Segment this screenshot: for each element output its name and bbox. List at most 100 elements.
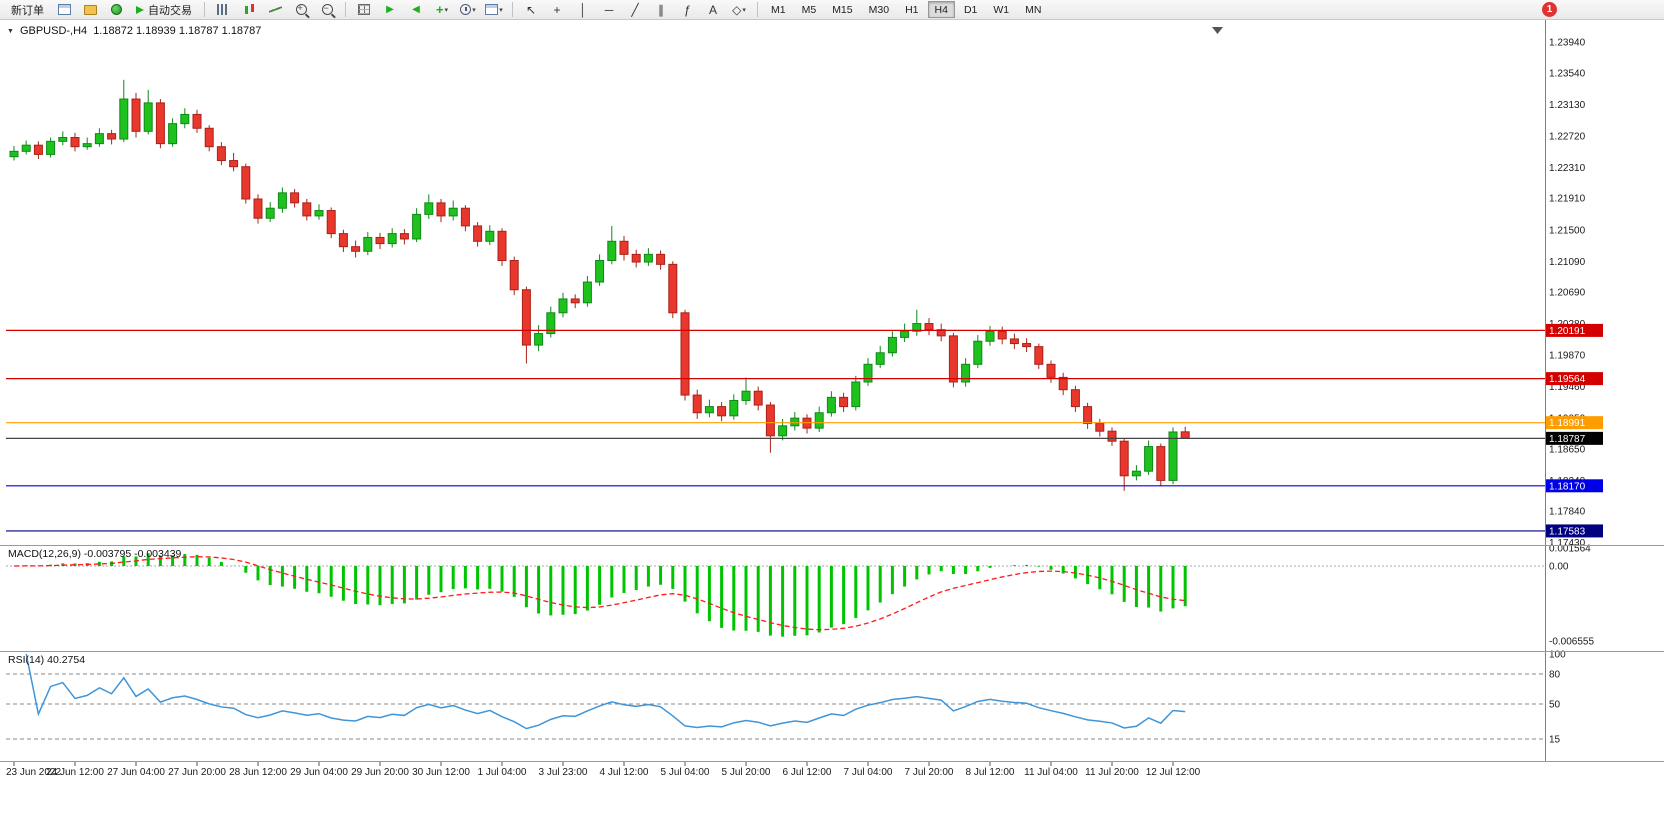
- candle: [424, 202, 434, 215]
- rsi-value: 40.2754: [47, 654, 86, 666]
- indicators-dropdown[interactable]: + ▾: [435, 1, 449, 17]
- chart-shift-icon[interactable]: ◀: [412, 3, 420, 15]
- ohlc-label: 1.18872 1.18939 1.18787 1.18787: [93, 25, 262, 37]
- rsi-name: RSI(14): [8, 654, 45, 666]
- price-axis[interactable]: 1.23940 1.23540 1.23130 1.22720 1.22310 1.219…: [0, 20, 1664, 762]
- candle: [70, 136, 80, 148]
- candlestick-icon[interactable]: [236, 0, 262, 20]
- candle: [814, 412, 824, 429]
- templates-dropdown[interactable]: ▾: [481, 0, 507, 20]
- level-lines-layer[interactable]: [6, 329, 1545, 532]
- timeframe-button-m1[interactable]: M1: [764, 1, 793, 18]
- crosshair-icon[interactable]: +: [553, 2, 561, 17]
- symbol-menu-icon[interactable]: ▼: [7, 27, 14, 35]
- chart-shift-marker[interactable]: [1212, 27, 1223, 34]
- autotrading-button[interactable]: 自动交易: [129, 1, 199, 19]
- candle: [607, 240, 617, 262]
- svg-text:1.18991: 1.18991: [1549, 418, 1586, 429]
- rsi-label: RSI(14) 40.2754: [8, 654, 85, 666]
- fibonacci-icon[interactable]: ƒ: [683, 2, 691, 17]
- candle: [363, 236, 373, 252]
- horizontal-line-icon[interactable]: ─: [604, 2, 614, 17]
- periods-dropdown[interactable]: ▾: [455, 0, 481, 20]
- price-tick: 1.23540: [1549, 68, 1586, 79]
- cursor-icon[interactable]: ↖: [525, 2, 537, 17]
- rsi-scale-label: 80: [1549, 670, 1561, 681]
- candle: [94, 133, 104, 145]
- price-level-label-1.20191: 1.20191: [1546, 323, 1603, 337]
- new-order-button[interactable]: 新订单: [4, 1, 51, 19]
- candle: [436, 202, 446, 217]
- timeframe-button-d1[interactable]: D1: [957, 1, 984, 18]
- time-label: 5 Jul 20:00: [722, 767, 771, 778]
- candle: [863, 363, 873, 383]
- candle: [1119, 440, 1129, 477]
- timeframe-button-m30[interactable]: M30: [862, 1, 896, 18]
- svg-text:1.18787: 1.18787: [1549, 434, 1586, 445]
- timeframe-button-m15[interactable]: M15: [825, 1, 859, 18]
- candle: [851, 381, 861, 408]
- vertical-line-icon[interactable]: │: [579, 2, 587, 17]
- candle: [1156, 446, 1166, 481]
- candle: [753, 390, 763, 406]
- candle: [839, 396, 849, 408]
- zoom-in-icon[interactable]: [288, 0, 314, 20]
- candle: [582, 281, 592, 304]
- svg-text:1.17583: 1.17583: [1549, 526, 1586, 537]
- candle: [290, 192, 300, 204]
- candle: [1095, 423, 1105, 432]
- candle: [704, 406, 714, 414]
- candle: [765, 404, 775, 437]
- tile-windows-icon[interactable]: [351, 0, 377, 20]
- candle: [277, 192, 287, 209]
- candle: [729, 399, 739, 417]
- time-label: 24 Jun 12:00: [46, 767, 104, 778]
- time-label: 28 Jun 12:00: [229, 767, 287, 778]
- candle: [1168, 431, 1178, 481]
- auto-scroll-icon[interactable]: ▶: [386, 3, 394, 15]
- channel-icon[interactable]: ∥: [658, 2, 664, 17]
- refresh-icon[interactable]: [103, 0, 129, 20]
- timeframe-button-h1[interactable]: H1: [898, 1, 925, 18]
- timeframe-button-m5[interactable]: M5: [795, 1, 824, 18]
- shapes-dropdown[interactable]: ◇ ▾: [732, 2, 746, 17]
- toolbar: 新订单 自动交易 ▶ ◀ +▾ ▾▾ ↖ + │ ─ ╱ ∥ ƒ A ◇▾ M1M5M15M30H1…: [0, 0, 1664, 20]
- drawing-tools-group: ↖ + │ ─ ╱ ∥ ƒ A ◇ ▾: [518, 0, 752, 20]
- candle: [1009, 338, 1019, 345]
- bar-chart-icon[interactable]: [210, 0, 236, 20]
- timeframe-button-h4[interactable]: H4: [927, 1, 955, 18]
- candle: [1144, 446, 1154, 472]
- timeframe-group: M1 M5 M15 M30 H1 H4 D1 W1 MN: [763, 1, 1049, 18]
- price-level-label-1.18991: 1.18991: [1546, 416, 1603, 430]
- price-level-label-1.17583: 1.17583: [1546, 524, 1603, 538]
- line-chart-icon[interactable]: [262, 0, 288, 20]
- candle: [302, 202, 312, 217]
- candle: [680, 312, 690, 396]
- candle: [33, 144, 43, 155]
- candle: [1180, 431, 1190, 439]
- candle: [1022, 343, 1032, 348]
- timeframe-button-w1[interactable]: W1: [986, 1, 1016, 18]
- candle: [790, 417, 800, 427]
- candle: [521, 289, 531, 346]
- candle: [936, 329, 946, 337]
- zoom-out-icon[interactable]: [314, 0, 340, 20]
- price-tick: 1.17840: [1549, 507, 1586, 518]
- macd-label: MACD(12,26,9) -0.003795 -0.003439: [8, 548, 181, 560]
- candle: [21, 144, 31, 152]
- candle: [143, 102, 153, 132]
- new-chart-icon[interactable]: [51, 0, 77, 20]
- timeframe-button-mn[interactable]: MN: [1018, 1, 1048, 18]
- profiles-icon[interactable]: [77, 0, 103, 20]
- candle: [412, 213, 422, 240]
- candle: [509, 260, 519, 291]
- notification-badge[interactable]: 1: [1542, 2, 1557, 17]
- trendline-icon[interactable]: ╱: [631, 2, 639, 17]
- candle: [387, 233, 397, 245]
- candle: [473, 225, 483, 242]
- text-icon[interactable]: A: [708, 2, 717, 17]
- rsi-scale-label: 100: [1549, 650, 1566, 661]
